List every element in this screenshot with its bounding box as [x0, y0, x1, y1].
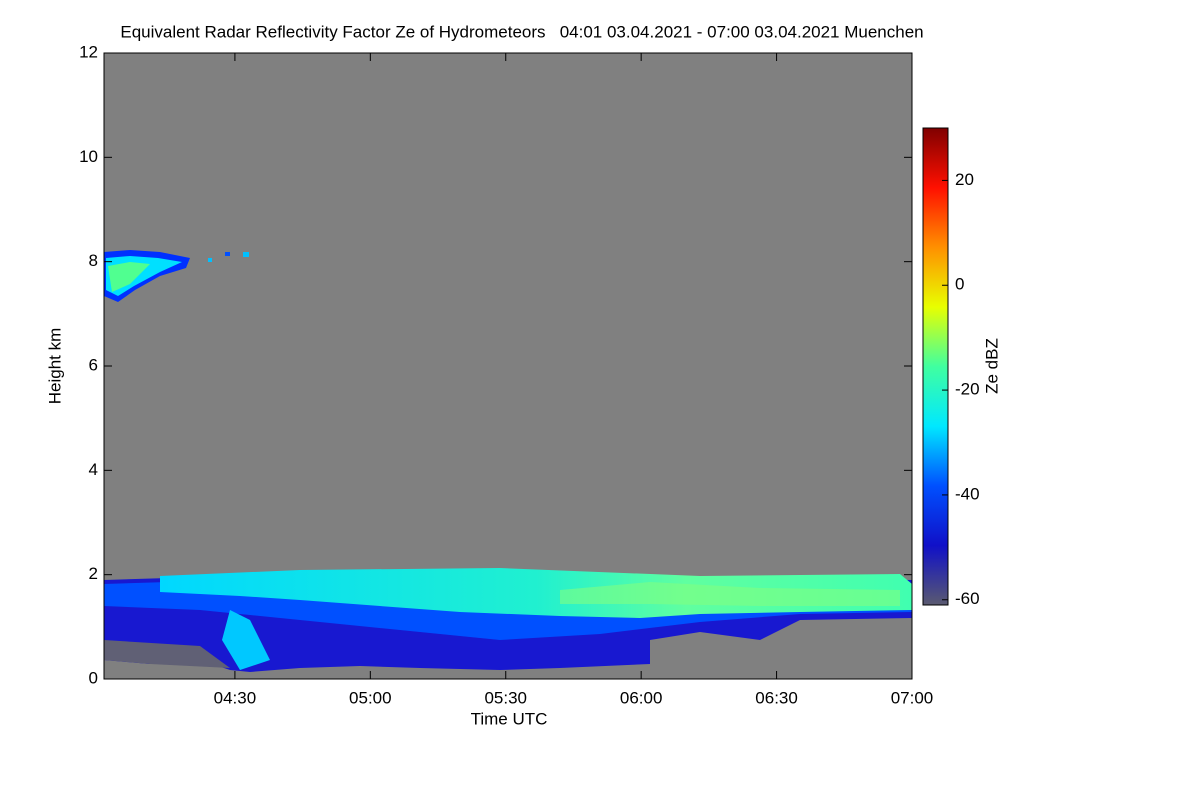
y-tick-label: 12: [79, 42, 98, 61]
colorbar-tick-label: -20: [955, 380, 980, 399]
y-tick-label: 8: [89, 251, 98, 270]
y-tick-label: 4: [89, 460, 98, 479]
colorbar-tick-label: 20: [955, 170, 974, 189]
y-tick-label: 2: [89, 564, 98, 583]
colorbar-tick-label: 0: [955, 275, 964, 294]
colorbar-label: Ze dBZ: [982, 338, 1001, 394]
colorbar-tick-label: -60: [955, 589, 980, 608]
x-tick-label: 04:30: [214, 688, 257, 707]
colorbar-tick-label: -40: [955, 484, 980, 503]
x-tick-label: 06:30: [755, 688, 798, 707]
x-tick-label: 07:00: [891, 688, 934, 707]
x-tick-label: 05:00: [349, 688, 392, 707]
x-tick-label: 06:00: [620, 688, 663, 707]
y-tick-label: 0: [89, 668, 98, 687]
chart-title: Equivalent Radar Reflectivity Factor Ze …: [120, 22, 923, 41]
colorbar: [922, 127, 949, 606]
y-tick-label: 10: [79, 147, 98, 166]
y-tick-label: 6: [89, 355, 98, 374]
echoes: [104, 250, 912, 672]
x-tick-label: 05:30: [484, 688, 527, 707]
y-axis-label: Height km: [45, 328, 64, 405]
x-axis-label: Time UTC: [471, 709, 548, 728]
